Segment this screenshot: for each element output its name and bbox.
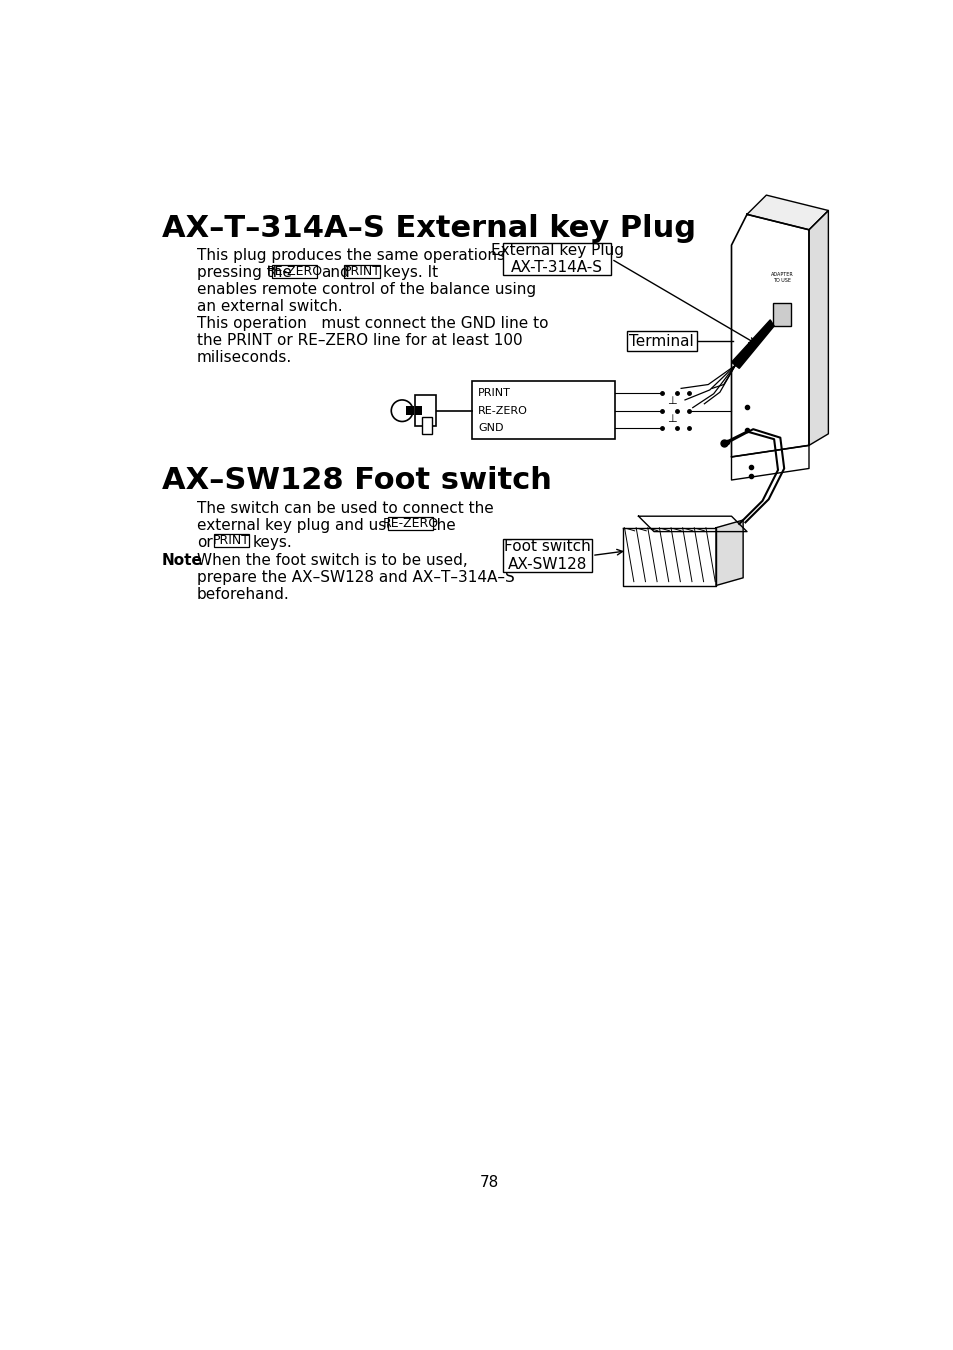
Polygon shape (638, 516, 746, 532)
Text: Note: Note (162, 554, 203, 568)
Text: beforehand.: beforehand. (196, 587, 289, 602)
Text: miliseconds.: miliseconds. (196, 350, 292, 365)
Text: RE-ZERO: RE-ZERO (382, 517, 438, 531)
Text: GND: GND (477, 423, 503, 432)
Bar (502, 243, 611, 275)
Polygon shape (622, 528, 716, 586)
Text: PRINT: PRINT (477, 387, 511, 398)
Text: This plug produces the same operations as: This plug produces the same operations a… (196, 248, 526, 263)
Text: prepare the AX–SW128 and AX–T–314A–S: prepare the AX–SW128 and AX–T–314A–S (196, 570, 514, 585)
Polygon shape (716, 520, 742, 586)
Text: keys. It: keys. It (382, 265, 437, 281)
Text: Foot switch
AX-SW128: Foot switch AX-SW128 (503, 539, 590, 571)
Bar (272, 265, 316, 278)
Text: PRINT: PRINT (343, 265, 380, 278)
Bar (415, 396, 436, 427)
Text: When the foot switch is to be used,: When the foot switch is to be used, (196, 554, 467, 568)
Text: RE-ZERO: RE-ZERO (266, 265, 322, 278)
Bar (406, 406, 414, 416)
Bar (422, 417, 431, 433)
Polygon shape (808, 211, 827, 446)
Polygon shape (746, 196, 827, 230)
Text: PRINT: PRINT (213, 535, 250, 547)
Text: The switch can be used to connect the: The switch can be used to connect the (196, 501, 493, 516)
Text: 78: 78 (478, 1174, 498, 1189)
Text: enables remote control of the balance using: enables remote control of the balance us… (196, 282, 536, 297)
Bar (772, 302, 790, 325)
Text: This operation   must connect the GND line to: This operation must connect the GND line… (196, 316, 548, 331)
Text: and: and (320, 265, 349, 281)
Text: ⊥: ⊥ (666, 414, 676, 424)
Bar (344, 265, 379, 278)
Text: pressing the: pressing the (196, 265, 292, 281)
Bar (388, 517, 433, 531)
Text: RE-ZERO: RE-ZERO (477, 406, 527, 416)
Text: an external switch.: an external switch. (196, 300, 342, 315)
Text: ADAPTER
TO USE: ADAPTER TO USE (770, 273, 792, 284)
Text: AX–SW128 Foot switch: AX–SW128 Foot switch (162, 466, 551, 495)
Text: External key Plug
AX-T-314A-S: External key Plug AX-T-314A-S (490, 243, 623, 275)
Polygon shape (731, 215, 808, 456)
Bar (472, 382, 615, 439)
Bar (502, 539, 592, 571)
Bar (415, 406, 422, 416)
Bar (213, 535, 249, 547)
Text: AX–T–314A–S External key Plug: AX–T–314A–S External key Plug (162, 215, 695, 243)
Text: ⊥: ⊥ (666, 397, 676, 406)
Text: the PRINT or RE–ZERO line for at least 100: the PRINT or RE–ZERO line for at least 1… (196, 333, 522, 348)
Text: external key plug and used to the: external key plug and used to the (196, 518, 455, 533)
Text: or: or (196, 535, 213, 549)
Text: Terminal: Terminal (629, 333, 694, 348)
Text: keys.: keys. (253, 535, 292, 549)
Bar (626, 331, 696, 351)
Polygon shape (731, 320, 773, 369)
Polygon shape (731, 446, 808, 481)
